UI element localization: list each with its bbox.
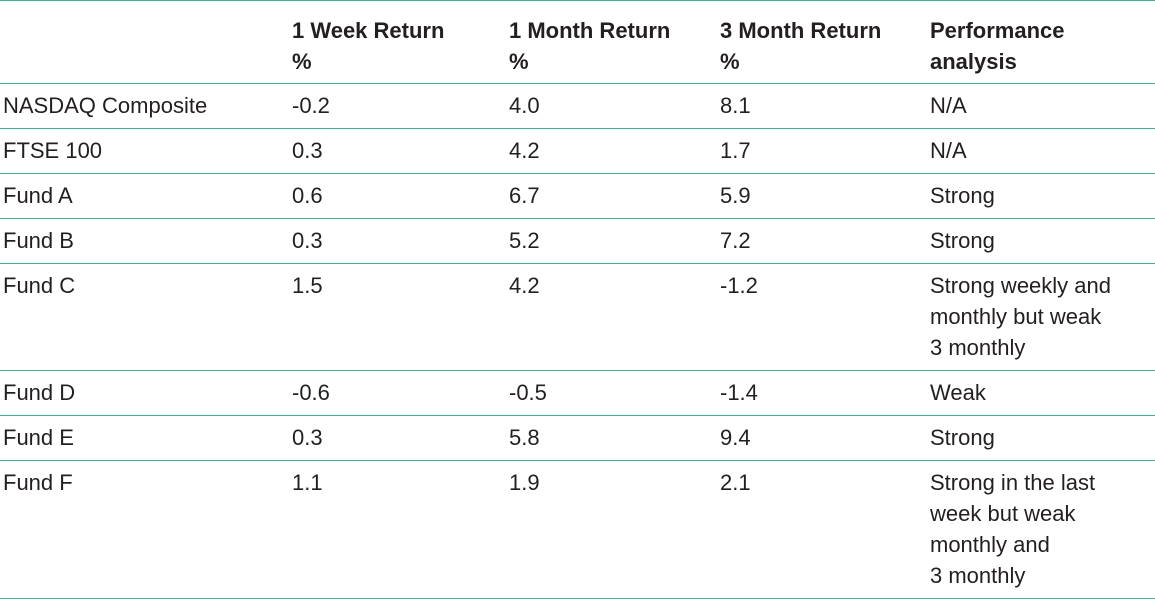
header-row: 1 Week Return% 1 Month Return% 3 Month R… — [0, 0, 1155, 84]
header-performance-analysis: Performance analysis — [930, 0, 1155, 84]
month-return-cell: 4.2 — [509, 128, 720, 174]
three-month-return-cell: -1.4 — [720, 370, 930, 416]
header-3-month-return: 3 Month Return% — [720, 0, 930, 84]
performance-analysis-cell: Strong — [930, 218, 1155, 264]
week-return-cell: 0.3 — [292, 218, 509, 264]
index-name-cell: Fund F — [0, 460, 292, 599]
week-return-cell: -0.2 — [292, 83, 509, 129]
header-1-month-return: 1 Month Return% — [509, 0, 720, 84]
month-return-cell: 4.2 — [509, 263, 720, 371]
three-month-return-cell: 1.7 — [720, 128, 930, 174]
performance-analysis-cell: Strong — [930, 415, 1155, 461]
performance-analysis-cell: Strong weekly and monthly but weak 3 month… — [930, 263, 1155, 371]
week-return-cell: 0.3 — [292, 128, 509, 174]
performance-analysis-cell: Strong — [930, 173, 1155, 219]
three-month-return-cell: 7.2 — [720, 218, 930, 264]
header-blank — [0, 0, 292, 84]
month-return-cell: 5.8 — [509, 415, 720, 461]
index-name-cell: Fund E — [0, 415, 292, 461]
month-return-cell: -0.5 — [509, 370, 720, 416]
month-return-cell: 5.2 — [509, 218, 720, 264]
three-month-return-cell: 2.1 — [720, 460, 930, 599]
index-name-cell: NASDAQ Composite — [0, 83, 292, 129]
performance-analysis-cell: N/A — [930, 83, 1155, 129]
table-row: Fund B 0.3 5.2 7.2 Strong — [0, 218, 1155, 264]
index-name-cell: Fund C — [0, 263, 292, 371]
week-return-cell: 1.5 — [292, 263, 509, 371]
week-return-cell: 1.1 — [292, 460, 509, 599]
month-return-cell: 6.7 — [509, 173, 720, 219]
week-return-cell: 0.3 — [292, 415, 509, 461]
table-row: Fund E 0.3 5.8 9.4 Strong — [0, 415, 1155, 461]
three-month-return-cell: 9.4 — [720, 415, 930, 461]
table-row: Fund F 1.1 1.9 2.1 Strong in the last week bu… — [0, 460, 1155, 599]
index-name-cell: Fund B — [0, 218, 292, 264]
performance-analysis-cell: N/A — [930, 128, 1155, 174]
month-return-cell: 4.0 — [509, 83, 720, 129]
table-row: Fund A 0.6 6.7 5.9 Strong — [0, 173, 1155, 219]
three-month-return-cell: 8.1 — [720, 83, 930, 129]
performance-analysis-cell: Strong in the last week but weak monthly a… — [930, 460, 1155, 599]
header-1-week-return: 1 Week Return% — [292, 0, 509, 84]
index-name-cell: Fund A — [0, 173, 292, 219]
table-row: FTSE 100 0.3 4.2 1.7 N/A — [0, 128, 1155, 174]
performance-analysis-cell: Weak — [930, 370, 1155, 416]
index-name-cell: Fund D — [0, 370, 292, 416]
table-row: Fund C 1.5 4.2 -1.2 Strong weekly and monthly… — [0, 263, 1155, 371]
index-name-cell: FTSE 100 — [0, 128, 292, 174]
table-body: NASDAQ Composite -0.2 4.0 8.1 N/A FTSE 100 0.3… — [0, 83, 1155, 599]
three-month-return-cell: -1.2 — [720, 263, 930, 371]
week-return-cell: -0.6 — [292, 370, 509, 416]
table-row: NASDAQ Composite -0.2 4.0 8.1 N/A — [0, 83, 1155, 129]
three-month-return-cell: 5.9 — [720, 173, 930, 219]
table-row: Fund D -0.6 -0.5 -1.4 Weak — [0, 370, 1155, 416]
week-return-cell: 0.6 — [292, 173, 509, 219]
month-return-cell: 1.9 — [509, 460, 720, 599]
